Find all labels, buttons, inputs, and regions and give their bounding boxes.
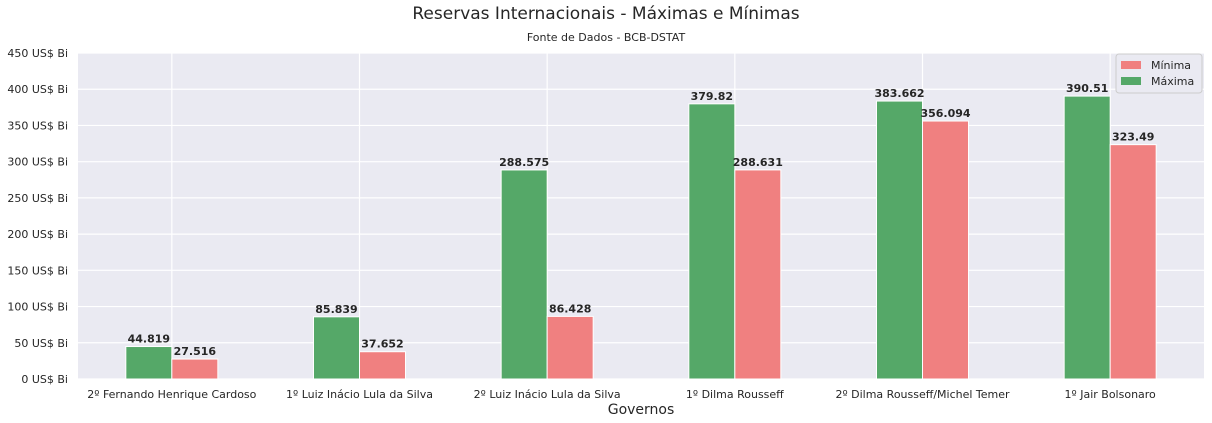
data-label: 379.82 — [691, 90, 733, 103]
data-label: 383.662 — [874, 87, 924, 100]
y-tick-label: 200 US$ Bi — [7, 228, 68, 241]
y-tick-label: 400 US$ Bi — [7, 83, 68, 96]
legend-label: Mínima — [1151, 59, 1191, 72]
x-tick-label: 1º Luiz Inácio Lula da Silva — [286, 388, 433, 401]
bar-maxima — [688, 103, 736, 380]
chart-subtitle: Fonte de Dados - BCB-DSTAT — [527, 31, 686, 44]
data-label: 390.51 — [1066, 82, 1108, 95]
legend-label: Máxima — [1151, 75, 1194, 88]
x-tick-label: 2º Luiz Inácio Lula da Silva — [474, 388, 621, 401]
legend-swatch — [1121, 77, 1141, 85]
bar-maxima — [500, 169, 548, 380]
chart-title: Reservas Internacionais - Máximas e Míni… — [412, 4, 799, 24]
y-tick-label: 50 US$ Bi — [14, 337, 68, 350]
data-label: 44.819 — [128, 333, 170, 346]
bar-minima — [171, 358, 219, 380]
y-tick-label: 450 US$ Bi — [7, 47, 68, 60]
x-tick-label: 1º Dilma Rousseff — [686, 388, 784, 401]
y-tick-label: 100 US$ Bi — [7, 301, 68, 314]
y-tick-label: 0 US$ Bi — [21, 373, 68, 386]
bar-maxima — [1063, 95, 1111, 380]
bar-minima — [1109, 144, 1157, 380]
data-label: 288.631 — [733, 156, 783, 169]
bar-minima — [922, 120, 969, 380]
data-label: 27.516 — [174, 345, 217, 358]
x-axis-label: Governos — [608, 402, 675, 418]
y-tick-label: 250 US$ Bi — [7, 192, 68, 205]
legend: Mínima Máxima — [1115, 53, 1203, 94]
data-label: 85.839 — [315, 303, 357, 316]
bar-maxima — [313, 316, 360, 380]
data-label: 356.094 — [920, 107, 970, 120]
x-tick-label: 2º Dilma Rousseff/Michel Temer — [835, 388, 1010, 401]
data-label: 86.428 — [549, 302, 591, 315]
plot-area — [78, 53, 1204, 379]
data-label: 288.575 — [499, 156, 549, 169]
y-tick-label: 150 US$ Bi — [7, 264, 68, 277]
bar-maxima — [876, 100, 923, 380]
y-tick-label: 300 US$ Bi — [7, 156, 68, 169]
data-label: 323.49 — [1112, 131, 1154, 144]
legend-swatch — [1121, 61, 1141, 69]
x-tick-label: 1º Jair Bolsonaro — [1065, 388, 1157, 401]
bar-minima — [734, 169, 782, 380]
data-label: 37.652 — [361, 338, 403, 351]
x-tick-label: 2º Fernando Henrique Cardoso — [87, 388, 256, 401]
bar-minima — [359, 351, 406, 380]
bar-maxima — [125, 346, 173, 380]
bar-minima — [546, 315, 594, 380]
y-tick-label: 350 US$ Bi — [7, 119, 68, 132]
